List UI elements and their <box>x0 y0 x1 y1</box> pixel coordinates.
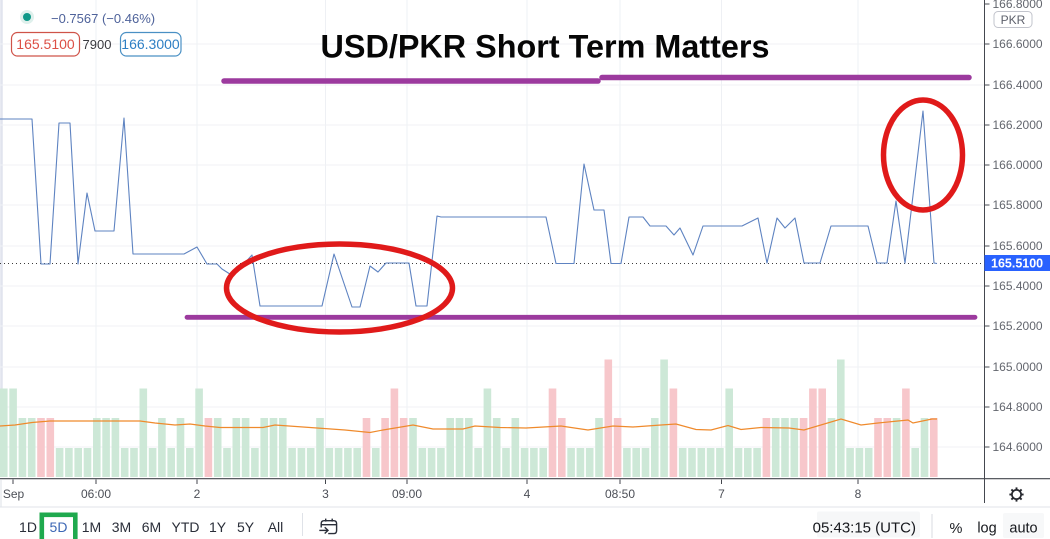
svg-text:166.3000: 166.3000 <box>121 36 180 52</box>
svg-text:08:50: 08:50 <box>605 487 635 501</box>
svg-text:166.6000: 166.6000 <box>993 37 1043 51</box>
svg-text:Sep: Sep <box>3 487 25 501</box>
svg-text:4: 4 <box>524 487 531 501</box>
svg-text:164.6000: 164.6000 <box>993 440 1043 454</box>
svg-text:09:00: 09:00 <box>392 487 422 501</box>
svg-text:log: log <box>977 521 996 537</box>
svg-text:5D: 5D <box>50 519 68 535</box>
svg-text:YTD: YTD <box>172 519 200 535</box>
svg-text:3M: 3M <box>112 519 131 535</box>
svg-text:All: All <box>268 519 284 535</box>
svg-text:166.4000: 166.4000 <box>993 78 1043 92</box>
svg-text:5Y: 5Y <box>237 519 255 535</box>
svg-text:166.8000: 166.8000 <box>993 0 1043 11</box>
svg-text:1M: 1M <box>82 519 101 535</box>
svg-text:165.5100: 165.5100 <box>16 36 75 52</box>
svg-text:PKR: PKR <box>1001 13 1026 27</box>
svg-text:3: 3 <box>322 487 329 501</box>
svg-text:8: 8 <box>855 487 862 501</box>
svg-text:164.8000: 164.8000 <box>993 400 1043 414</box>
svg-text:7900: 7900 <box>83 37 112 52</box>
svg-text:−0.7567 (−0.46%): −0.7567 (−0.46%) <box>51 11 155 26</box>
svg-text:06:00: 06:00 <box>81 487 111 501</box>
svg-text:165.8000: 165.8000 <box>993 198 1043 212</box>
svg-text:USD/PKR Short Term Matters: USD/PKR Short Term Matters <box>321 29 770 65</box>
svg-text:166.0000: 166.0000 <box>993 158 1043 172</box>
svg-text:165.6000: 165.6000 <box>993 239 1043 253</box>
svg-text:2: 2 <box>194 487 201 501</box>
svg-text:166.2000: 166.2000 <box>993 118 1043 132</box>
svg-text:165.0000: 165.0000 <box>993 360 1043 374</box>
svg-text:05:43:15 (UTC): 05:43:15 (UTC) <box>813 520 916 537</box>
svg-text:165.5100: 165.5100 <box>991 257 1043 271</box>
svg-text:165.2000: 165.2000 <box>993 319 1043 333</box>
svg-text:7: 7 <box>718 487 725 501</box>
svg-text:6M: 6M <box>142 519 161 535</box>
svg-text:1Y: 1Y <box>209 519 227 535</box>
svg-text:1D: 1D <box>19 519 37 535</box>
svg-text:%: % <box>950 521 963 537</box>
svg-text:auto: auto <box>1009 521 1037 537</box>
svg-text:165.4000: 165.4000 <box>993 279 1043 293</box>
